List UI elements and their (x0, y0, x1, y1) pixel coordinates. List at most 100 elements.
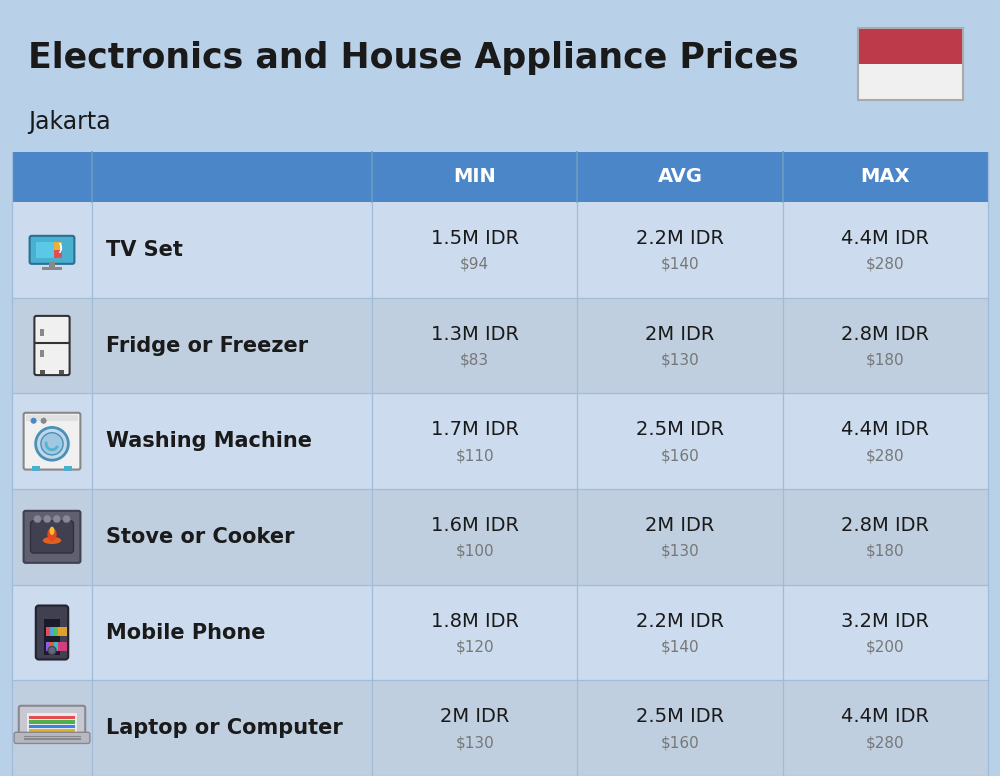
Bar (42, 267, 62, 270)
Bar (29, 725, 75, 729)
Circle shape (41, 417, 47, 424)
Bar (59, 370, 64, 374)
Bar (27, 713, 77, 733)
Bar (12, 152, 988, 202)
Bar (58, 642, 67, 650)
Text: 1.6M IDR: 1.6M IDR (431, 516, 519, 535)
FancyBboxPatch shape (30, 236, 74, 264)
Text: $280: $280 (866, 448, 905, 463)
Bar (49, 262, 55, 267)
Bar (46, 642, 55, 650)
Bar (40, 350, 44, 356)
Text: 1.8M IDR: 1.8M IDR (431, 611, 519, 631)
Text: $180: $180 (866, 544, 905, 559)
Text: 2.2M IDR: 2.2M IDR (636, 611, 724, 631)
Circle shape (41, 433, 63, 455)
Text: 2.5M IDR: 2.5M IDR (636, 707, 724, 726)
Bar (54, 626, 63, 636)
Text: 2.2M IDR: 2.2M IDR (636, 229, 724, 248)
Text: 2M IDR: 2M IDR (440, 707, 509, 726)
Bar (12, 393, 988, 489)
Text: $130: $130 (455, 735, 494, 750)
Text: 2M IDR: 2M IDR (645, 324, 715, 344)
Text: Laptop or Computer: Laptop or Computer (106, 718, 343, 738)
Bar (12, 489, 988, 584)
Text: $100: $100 (455, 544, 494, 559)
Text: Jakarta: Jakarta (28, 110, 111, 134)
Circle shape (43, 514, 51, 523)
Text: $94: $94 (460, 257, 489, 272)
Text: 4.4M IDR: 4.4M IDR (841, 229, 929, 248)
Text: 2.8M IDR: 2.8M IDR (841, 516, 929, 535)
Bar (29, 715, 75, 719)
Bar (40, 329, 44, 336)
Text: $130: $130 (661, 544, 699, 559)
Text: $280: $280 (866, 735, 905, 750)
Bar (858, 28, 963, 100)
Text: 2M IDR: 2M IDR (645, 516, 715, 535)
Text: 4.4M IDR: 4.4M IDR (841, 420, 929, 439)
Ellipse shape (50, 527, 54, 535)
Bar (54, 250, 62, 258)
FancyBboxPatch shape (36, 605, 68, 660)
Bar (858, 28, 963, 64)
Ellipse shape (47, 528, 57, 541)
FancyBboxPatch shape (14, 733, 90, 743)
Text: Stove or Cooker: Stove or Cooker (106, 527, 294, 547)
Circle shape (36, 428, 68, 460)
Bar (64, 466, 72, 470)
Bar (26, 414, 78, 421)
Text: 2.5M IDR: 2.5M IDR (636, 420, 724, 439)
Bar (44, 618, 60, 654)
Bar (32, 466, 40, 470)
Text: $180: $180 (866, 352, 905, 367)
Text: MIN: MIN (453, 168, 496, 186)
Bar (40, 370, 45, 374)
Text: $160: $160 (661, 448, 699, 463)
Text: 1.5M IDR: 1.5M IDR (431, 229, 519, 248)
Text: ): ) (58, 243, 63, 253)
Text: $280: $280 (866, 257, 905, 272)
Text: Mobile Phone: Mobile Phone (106, 622, 266, 643)
Bar (12, 202, 988, 298)
Text: $120: $120 (455, 639, 494, 654)
Bar (46, 626, 55, 636)
Text: 4.4M IDR: 4.4M IDR (841, 707, 929, 726)
Text: 2.8M IDR: 2.8M IDR (841, 324, 929, 344)
Text: TV Set: TV Set (106, 240, 183, 260)
Text: MAX: MAX (861, 168, 910, 186)
Bar (50, 642, 59, 650)
FancyBboxPatch shape (24, 511, 80, 563)
Text: $83: $83 (460, 352, 489, 367)
Bar (54, 642, 63, 650)
Bar (29, 720, 75, 724)
FancyBboxPatch shape (24, 413, 80, 469)
Bar (29, 729, 75, 733)
Bar (54, 242, 62, 250)
Text: $130: $130 (661, 352, 699, 367)
Text: $160: $160 (661, 735, 699, 750)
Bar (36, 242, 54, 258)
FancyBboxPatch shape (19, 705, 85, 736)
Bar (12, 298, 988, 393)
Circle shape (48, 646, 56, 654)
Circle shape (31, 417, 37, 424)
Bar (12, 681, 988, 776)
Text: $140: $140 (661, 257, 699, 272)
Bar (58, 626, 67, 636)
Text: $200: $200 (866, 639, 905, 654)
Bar (50, 626, 59, 636)
Text: 3.2M IDR: 3.2M IDR (841, 611, 929, 631)
Text: Electronics and House Appliance Prices: Electronics and House Appliance Prices (28, 41, 799, 75)
Text: AVG: AVG (658, 168, 702, 186)
Text: Fridge or Freezer: Fridge or Freezer (106, 335, 308, 355)
Text: Washing Machine: Washing Machine (106, 431, 312, 451)
Circle shape (53, 514, 61, 523)
Circle shape (33, 514, 41, 523)
Circle shape (63, 514, 71, 523)
FancyBboxPatch shape (31, 521, 73, 553)
Ellipse shape (43, 537, 61, 544)
Text: 1.7M IDR: 1.7M IDR (431, 420, 519, 439)
FancyBboxPatch shape (34, 316, 70, 375)
Text: 1.3M IDR: 1.3M IDR (431, 324, 519, 344)
